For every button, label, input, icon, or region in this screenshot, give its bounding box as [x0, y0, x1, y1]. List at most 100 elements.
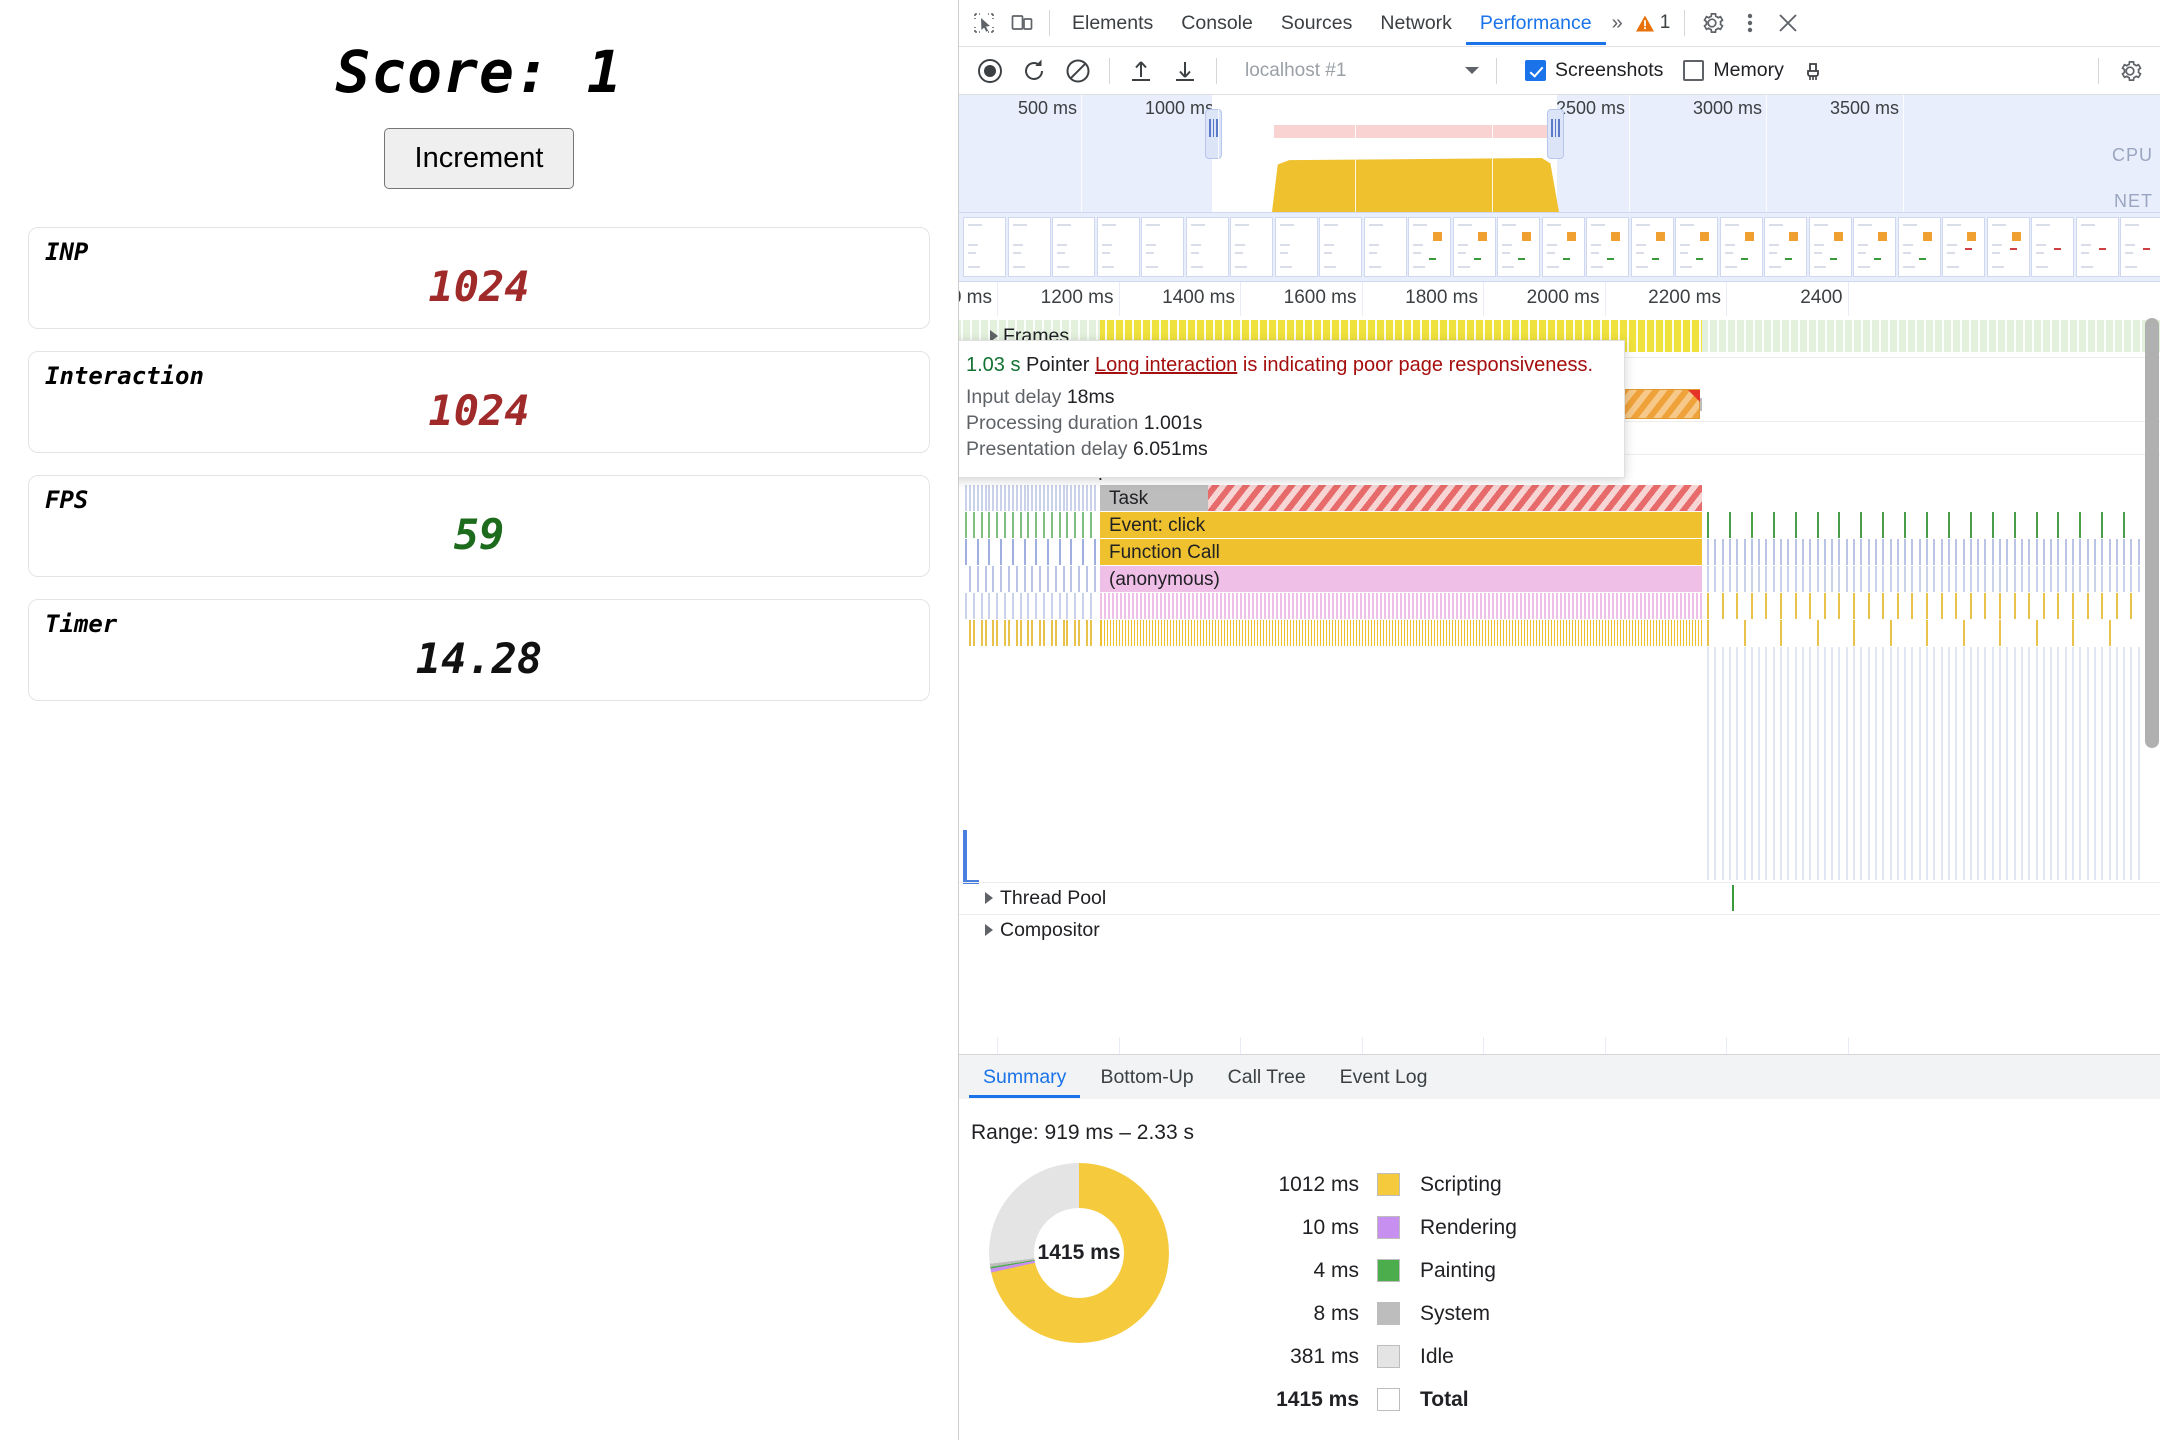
filmstrip-thumbnail[interactable] — [2075, 217, 2119, 277]
flame-band-divider — [1306, 620, 1308, 646]
tab-call-tree[interactable]: Call Tree — [1227, 1066, 1306, 1088]
flame-chart[interactable]: Task Event: click Function Call (anonymo… — [959, 485, 2160, 884]
track-compositor[interactable]: Compositor — [959, 915, 2160, 945]
timeline-vertical-scrollbar[interactable] — [2145, 318, 2159, 748]
flame-band-divider — [1327, 620, 1329, 646]
filmstrip-thumbnail[interactable] — [1853, 217, 1896, 277]
memory-checkbox[interactable]: Memory — [1683, 59, 1784, 82]
tab-console[interactable]: Console — [1181, 12, 1253, 34]
filmstrip-thumbnail[interactable] — [963, 217, 1006, 277]
track-title-thread-pool[interactable]: Thread Pool — [959, 883, 1106, 913]
tab-sources[interactable]: Sources — [1280, 12, 1353, 34]
filmstrip-thumbnail[interactable] — [1541, 217, 1585, 277]
filmstrip-thumbnail[interactable] — [1897, 217, 1941, 277]
legend-row[interactable]: 1012 ms Scripting — [1241, 1163, 1517, 1206]
gear-icon[interactable] — [1693, 4, 1731, 42]
filmstrip-thumbnail[interactable] — [2031, 217, 2074, 277]
filmstrip-thumbnail[interactable] — [2120, 217, 2160, 277]
filmstrip-thumbnail[interactable] — [1007, 217, 1051, 277]
filmstrip-thumbnail[interactable] — [1363, 217, 1407, 277]
frame-boundary — [1717, 320, 1719, 352]
record-icon[interactable] — [969, 52, 1011, 90]
legend-row[interactable]: 8 ms System — [1241, 1292, 1517, 1335]
overview-window-right-handle[interactable] — [1547, 109, 1564, 159]
flame-micro-event — [1772, 539, 1775, 565]
reload-record-icon[interactable] — [1013, 52, 1055, 90]
flame-entry-yellow-band[interactable] — [1100, 620, 1702, 646]
filmstrip-thumbnail[interactable] — [1986, 217, 2030, 277]
warning-badge[interactable]: 1 — [1629, 12, 1677, 34]
flame-micro-event — [1023, 566, 1026, 592]
flame-entry-pink-band[interactable] — [1100, 593, 1702, 619]
tab-summary[interactable]: Summary — [969, 1056, 1080, 1098]
filmstrip-thumbnail[interactable] — [1808, 217, 1852, 277]
collect-garbage-icon[interactable] — [1792, 52, 1834, 90]
filmstrip-thumbnail[interactable] — [1408, 217, 1451, 277]
flame-micro-event — [1816, 566, 1819, 592]
summary-donut-chart[interactable]: 1415 ms — [989, 1163, 1169, 1343]
frame-boundary — [1537, 320, 1539, 352]
flame-micro-event — [1039, 566, 1042, 592]
flame-micro-event — [1085, 566, 1088, 592]
screenshots-filmstrip[interactable] — [959, 212, 2160, 281]
tab-bottom-up[interactable]: Bottom-Up — [1100, 1066, 1194, 1088]
filmstrip-thumbnail[interactable] — [1452, 217, 1496, 277]
track-title-compositor[interactable]: Compositor — [959, 915, 1100, 945]
clear-icon[interactable] — [1057, 52, 1099, 90]
track-thread-pool[interactable]: Thread Pool — [959, 883, 2160, 913]
legend-row[interactable]: 381 ms Idle — [1241, 1335, 1517, 1378]
filmstrip-thumbnail[interactable] — [1141, 217, 1184, 277]
frame-boundary — [2050, 320, 2052, 352]
flame-band-divider — [1444, 620, 1446, 646]
flame-band-divider — [1264, 620, 1266, 646]
upload-profile-icon[interactable] — [1120, 52, 1162, 90]
close-icon[interactable] — [1769, 4, 1807, 42]
toolbar-divider-6 — [2098, 57, 2099, 84]
increment-button[interactable]: Increment — [383, 128, 575, 189]
overview-window-left-handle[interactable] — [1205, 109, 1222, 159]
flame-band-divider — [1498, 620, 1500, 646]
filmstrip-thumbnail[interactable] — [1675, 217, 1718, 277]
tab-performance[interactable]: Performance — [1466, 1, 1606, 45]
screenshots-checkbox[interactable]: Screenshots — [1525, 59, 1663, 82]
download-profile-icon[interactable] — [1164, 52, 1206, 90]
more-options-icon[interactable] — [1731, 4, 1769, 42]
filmstrip-thumbnail[interactable] — [1319, 217, 1362, 277]
tab-event-log[interactable]: Event Log — [1339, 1066, 1428, 1088]
flame-band-divider — [1468, 620, 1470, 646]
filmstrip-thumbnail[interactable] — [1719, 217, 1763, 277]
more-tabs-icon[interactable]: » — [1611, 11, 1623, 34]
filmstrip-thumbnail[interactable] — [1630, 217, 1674, 277]
filmstrip-thumbnail[interactable] — [1942, 217, 1985, 277]
filmstrip-thumbnail[interactable] — [1052, 217, 1095, 277]
flame-band-divider — [1558, 620, 1560, 646]
flame-micro-event — [1019, 620, 1022, 646]
profile-select[interactable]: localhost #1 — [1235, 54, 1486, 88]
filmstrip-thumbnail[interactable] — [1274, 217, 1318, 277]
flame-idle-column — [1904, 647, 1907, 880]
flame-entry-task[interactable]: Task — [1100, 485, 1208, 511]
filmstrip-thumbnail[interactable] — [1096, 217, 1140, 277]
inspect-element-icon[interactable] — [965, 4, 1003, 42]
frame-boundary — [2023, 320, 2025, 352]
flame-entry-task-hatch[interactable] — [1208, 485, 1702, 511]
flame-entry-event-click[interactable]: Event: click — [1100, 512, 1702, 538]
filmstrip-thumbnail[interactable] — [1764, 217, 1807, 277]
flame-entry-function-call[interactable]: Function Call — [1100, 539, 1702, 565]
flame-idle-column — [1794, 647, 1797, 880]
flame-micro-event — [1027, 512, 1030, 538]
flame-entry-anonymous[interactable]: (anonymous) — [1100, 566, 1702, 592]
filmstrip-thumbnail[interactable] — [1185, 217, 1229, 277]
device-toolbar-icon[interactable] — [1003, 4, 1041, 42]
filmstrip-thumbnail[interactable] — [1497, 217, 1540, 277]
tab-elements[interactable]: Elements — [1072, 12, 1154, 34]
legend-row[interactable]: 4 ms Painting — [1241, 1249, 1517, 1292]
flame-idle-column — [1991, 647, 1994, 880]
tooltip-link[interactable]: Long interaction — [1094, 354, 1238, 376]
performance-settings-gear-icon[interactable] — [2109, 52, 2151, 90]
filmstrip-thumbnail[interactable] — [1586, 217, 1629, 277]
legend-row[interactable]: 10 ms Rendering — [1241, 1206, 1517, 1249]
filmstrip-thumbnail[interactable] — [1230, 217, 1273, 277]
tab-network[interactable]: Network — [1380, 12, 1452, 34]
